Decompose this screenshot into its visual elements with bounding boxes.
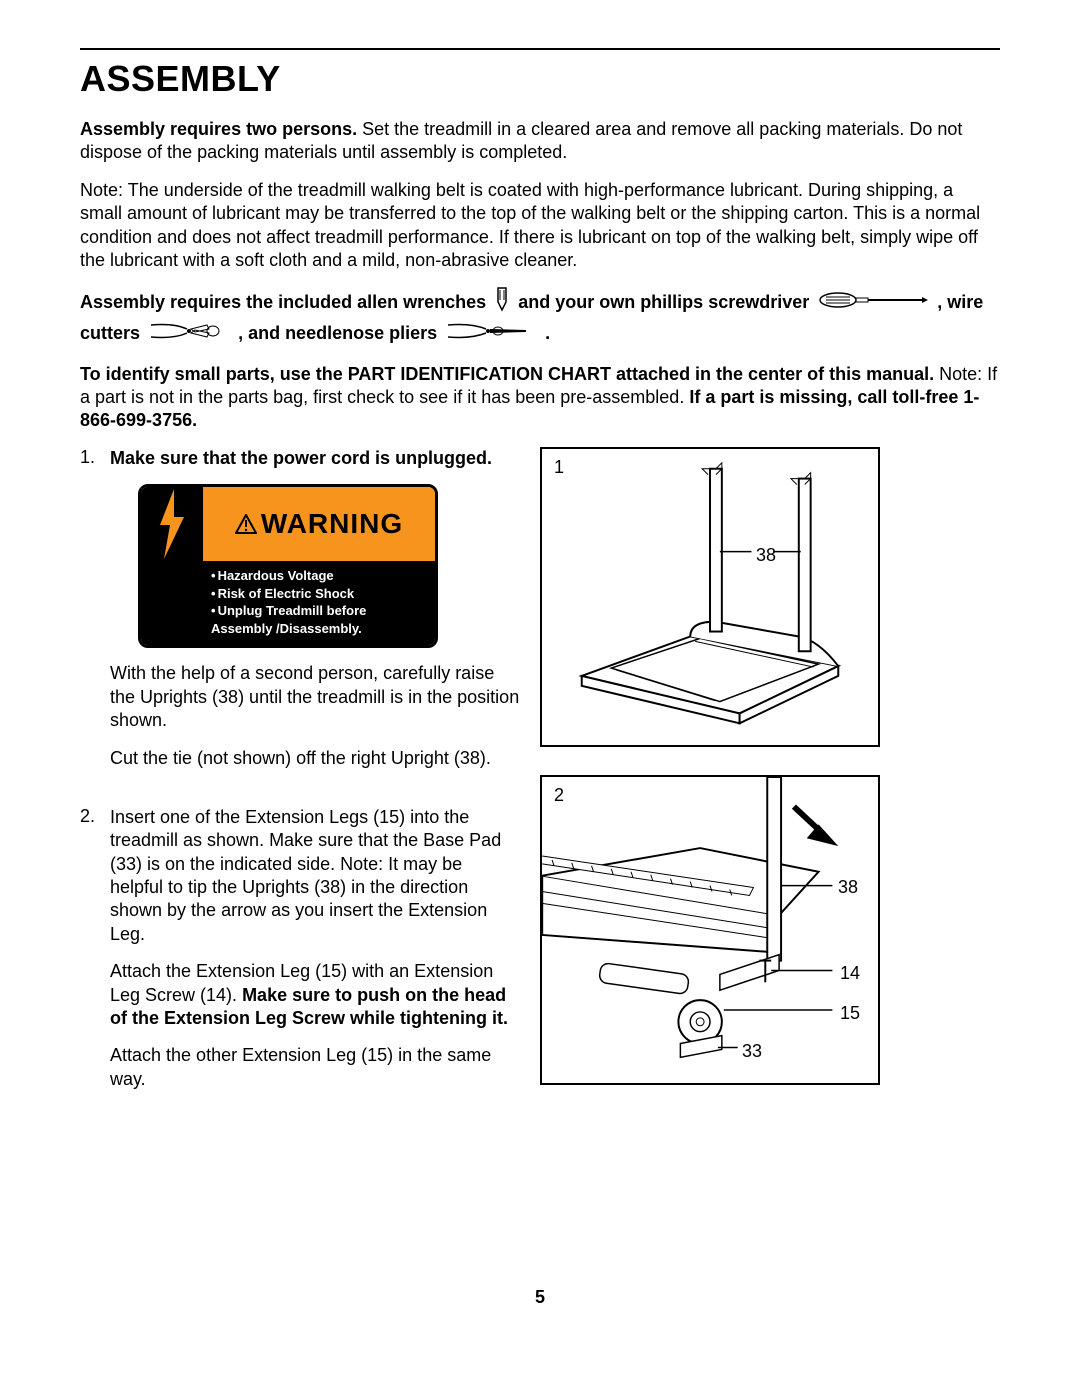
step2-para-c: Attach the other Extension Leg (15) in t…: [110, 1044, 520, 1091]
allen-wrench-icon: [495, 286, 509, 320]
step1-para-b: Cut the tie (not shown) off the right Up…: [110, 747, 520, 770]
callout-15: 15: [840, 1003, 860, 1024]
diagram-1: 1: [540, 447, 880, 747]
page-title: ASSEMBLY: [80, 58, 1000, 100]
tools-required-line: Assembly requires the included allen wre…: [80, 286, 1000, 348]
top-rule: [80, 48, 1000, 50]
warning-bullet: Hazardous Voltage: [211, 567, 427, 585]
diagram-corner-number: 1: [554, 457, 564, 478]
page-number: 5: [80, 1287, 1000, 1308]
tools-bold-1: Assembly requires the included allen wre…: [80, 292, 486, 312]
manual-page: ASSEMBLY Assembly requires two persons. …: [0, 0, 1080, 1388]
parts-identification-paragraph: To identify small parts, use the PART ID…: [80, 363, 1000, 433]
steps-column: 1. Make sure that the power cord is unpl…: [80, 447, 520, 1127]
diagram-corner-number: 2: [554, 785, 564, 806]
treadmill-uprights-illustration: [542, 449, 878, 745]
needlenose-pliers-icon: [446, 321, 536, 349]
intro-paragraph-1: Assembly requires two persons. Set the t…: [80, 118, 1000, 165]
warning-bullet: Unplug Treadmill before Assembly /Disass…: [211, 602, 427, 637]
step-number: 2.: [80, 806, 100, 1105]
warning-label: WARNING Hazardous Voltage Risk of Electr…: [138, 484, 438, 648]
hazard-bolt-icon: [141, 487, 203, 561]
tools-bold-4: , and needlenose pliers: [238, 323, 437, 343]
warning-bullet: Risk of Electric Shock: [211, 585, 427, 603]
step2-para-b: Attach the Extension Leg (15) with an Ex…: [110, 960, 520, 1030]
callout-14: 14: [840, 963, 860, 984]
step-number: 1.: [80, 447, 100, 784]
warning-word-text: WARNING: [261, 506, 403, 542]
phillips-screwdriver-icon: [818, 290, 928, 317]
assembly-step-2: 2. Insert one of the Extension Legs (15)…: [80, 806, 520, 1105]
step2-para-a: Insert one of the Extension Legs (15) in…: [110, 806, 520, 946]
diagrams-column: 1: [540, 447, 1000, 1127]
warning-bullets: Hazardous Voltage Risk of Electric Shock…: [141, 561, 435, 645]
warning-triangle-icon: [235, 514, 257, 534]
tools-bold-2: and your own phillips screwdriver: [518, 292, 809, 312]
extension-leg-illustration: [542, 777, 878, 1083]
callout-38: 38: [838, 877, 858, 898]
callout-38: 38: [756, 545, 776, 566]
intro-bold-lead: Assembly requires two persons.: [80, 119, 357, 139]
callout-33: 33: [742, 1041, 762, 1062]
diagram-2: 2: [540, 775, 880, 1085]
step1-lead-bold: Make sure that the power cord is unplugg…: [110, 448, 492, 468]
intro-paragraph-2: Note: The underside of the treadmill wal…: [80, 179, 1000, 273]
tools-trail: .: [545, 323, 550, 343]
wire-cutters-icon: [149, 321, 229, 349]
warning-header: WARNING: [203, 487, 435, 561]
assembly-step-1: 1. Make sure that the power cord is unpl…: [80, 447, 520, 784]
parts-bold-1: To identify small parts, use the PART ID…: [80, 364, 934, 384]
step1-para-a: With the help of a second person, carefu…: [110, 662, 520, 732]
